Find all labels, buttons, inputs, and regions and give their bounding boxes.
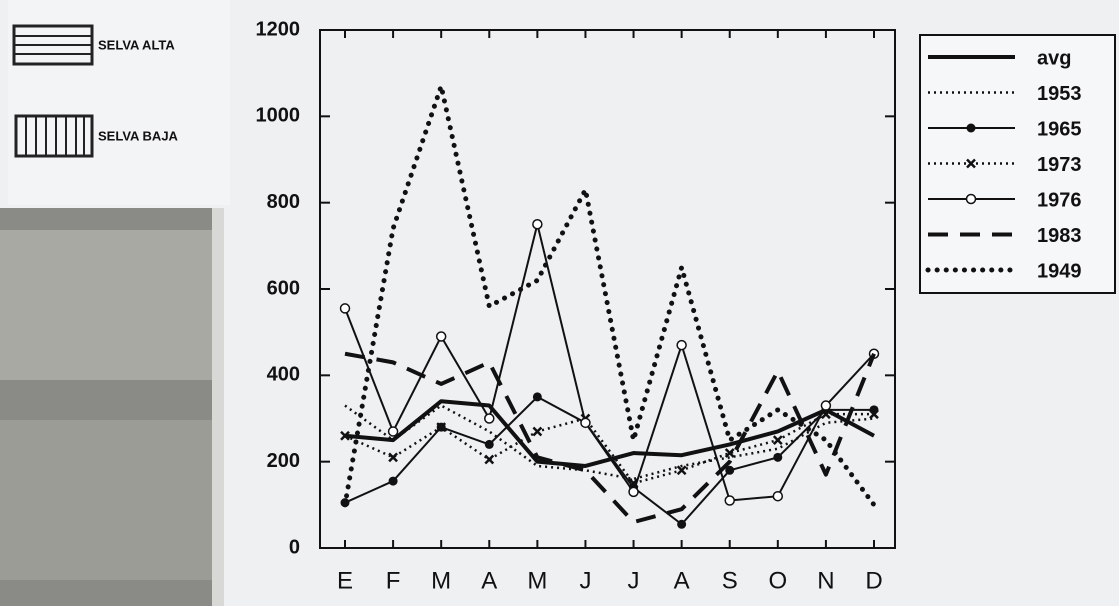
marker bbox=[965, 193, 977, 205]
marker bbox=[628, 486, 639, 498]
marker bbox=[532, 219, 543, 230]
series-line bbox=[342, 83, 877, 508]
series-line bbox=[344, 412, 874, 485]
marker bbox=[388, 476, 398, 486]
marker bbox=[484, 439, 494, 449]
marker bbox=[435, 331, 447, 342]
marker bbox=[532, 426, 543, 437]
marker bbox=[436, 422, 447, 433]
marker bbox=[484, 454, 495, 465]
marker bbox=[532, 392, 542, 402]
marker bbox=[772, 435, 783, 445]
x-tick-label: F bbox=[386, 567, 401, 594]
x-tick-label: S bbox=[722, 567, 738, 594]
legend-label: 1973 bbox=[1037, 154, 1082, 176]
marker bbox=[339, 303, 351, 314]
hatch-box bbox=[14, 114, 94, 158]
marker bbox=[820, 400, 832, 411]
series-line bbox=[344, 395, 874, 526]
marker bbox=[387, 426, 399, 437]
marker bbox=[772, 490, 784, 502]
y-tick-label: 0 bbox=[289, 536, 300, 558]
marker bbox=[676, 465, 687, 476]
y-tick-label: 200 bbox=[267, 450, 300, 472]
marker bbox=[869, 409, 879, 420]
marker bbox=[340, 430, 350, 441]
y-tick-label: 800 bbox=[267, 191, 300, 213]
hatch bbox=[25, 116, 85, 156]
marker bbox=[725, 465, 735, 475]
y-tick-label: 400 bbox=[267, 364, 300, 386]
marker bbox=[484, 413, 495, 424]
marker bbox=[966, 158, 976, 169]
x-tick-label: J bbox=[628, 567, 640, 594]
y-tick-label: 1000 bbox=[256, 105, 301, 127]
series-line bbox=[344, 404, 875, 481]
x-tick-label: E bbox=[337, 567, 353, 594]
x-tick-label: A bbox=[481, 567, 497, 594]
map-legend-label: SELVA ALTA bbox=[98, 37, 175, 52]
marker bbox=[580, 417, 591, 429]
marker bbox=[724, 448, 735, 458]
series-line bbox=[344, 351, 876, 525]
x-tick-label: D bbox=[865, 567, 882, 594]
x-tick-label: M bbox=[431, 567, 451, 594]
marker bbox=[724, 495, 735, 506]
map-legend-panel bbox=[8, 0, 230, 205]
marker bbox=[388, 452, 398, 463]
marker bbox=[966, 123, 976, 133]
x-tick-label: N bbox=[817, 567, 834, 594]
marker bbox=[773, 452, 783, 462]
legend-box bbox=[919, 34, 1116, 294]
x-tick-label: O bbox=[768, 567, 787, 594]
legend-label: 1949 bbox=[1037, 260, 1082, 282]
legend-label: 1953 bbox=[1037, 83, 1082, 105]
y-tick-label: 600 bbox=[267, 277, 300, 299]
photo-edge bbox=[212, 208, 224, 606]
x-tick-label: J bbox=[579, 567, 591, 594]
photo-shelf bbox=[0, 230, 212, 380]
legend-label: avg bbox=[1037, 47, 1071, 69]
series-line bbox=[344, 399, 875, 468]
y-tick-label: 1200 bbox=[256, 18, 301, 40]
marker bbox=[677, 519, 687, 529]
legend-label: 1965 bbox=[1037, 118, 1082, 140]
marker bbox=[676, 339, 687, 351]
x-tick-label: M bbox=[527, 567, 547, 594]
legend-label: 1976 bbox=[1037, 189, 1082, 211]
hatch bbox=[14, 35, 92, 55]
legend-label: 1983 bbox=[1037, 225, 1082, 247]
photo-shelf bbox=[0, 420, 212, 580]
series-line bbox=[344, 223, 875, 502]
map-legend-label: SELVA BAJA bbox=[98, 128, 179, 143]
x-tick-label: A bbox=[674, 567, 690, 594]
